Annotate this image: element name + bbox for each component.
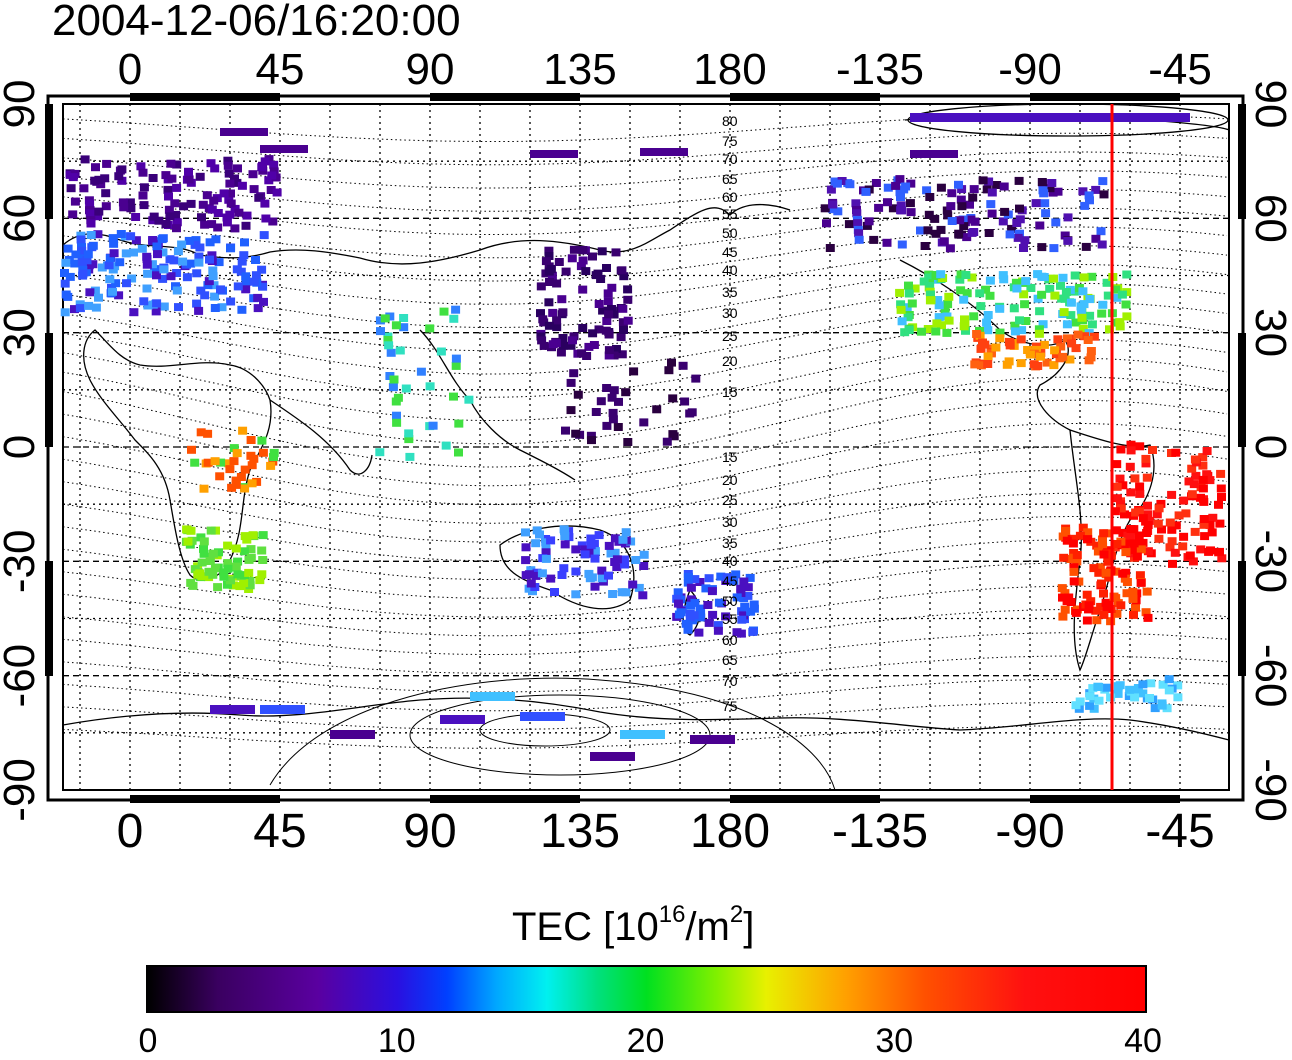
tec-data-patches xyxy=(60,113,1227,761)
colorbar-tick-label: 40 xyxy=(1124,1022,1162,1060)
colorbar-tick-label: 30 xyxy=(875,1022,914,1060)
axis-tick-label: 45 xyxy=(253,805,306,858)
map-title: 2004-12-06/16:20:00 xyxy=(52,0,461,45)
contour-label: 70 xyxy=(722,673,738,689)
colorbar-tick-label: 0 xyxy=(138,1022,158,1060)
axis-tick-label: 30 xyxy=(0,308,44,357)
contour-label: 50 xyxy=(722,593,738,609)
contour-label: 35 xyxy=(722,284,738,300)
axis-tick-label: -135 xyxy=(832,805,928,858)
axis-tick-label: -90 xyxy=(0,758,44,822)
axis-tick-label: 90 xyxy=(1246,80,1292,129)
axis-tick-label: -60 xyxy=(1246,644,1292,708)
axis-tick-label: 0 xyxy=(0,435,44,459)
graticule xyxy=(63,104,1229,790)
contour-label: 15 xyxy=(722,449,738,465)
axis-tick-label: -135 xyxy=(836,45,924,94)
contour-label: 75 xyxy=(722,133,738,149)
contour-label: 60 xyxy=(722,189,738,205)
axis-tick-label: 180 xyxy=(690,805,770,858)
colorbar-tick-label: 10 xyxy=(377,1022,416,1060)
contour-labels: 8075706560555045403530252015152025303540… xyxy=(722,113,738,714)
contour-label: 45 xyxy=(722,573,738,589)
contour-label: 20 xyxy=(722,353,738,369)
contour-label: 55 xyxy=(722,611,738,627)
contour-label: 55 xyxy=(722,206,738,222)
contour-label: 30 xyxy=(722,305,738,321)
axis-tick-label: 135 xyxy=(543,45,616,94)
axis-tick-label: -30 xyxy=(1246,530,1292,594)
axis-tick-label: 135 xyxy=(540,805,620,858)
axis-tick-label: 45 xyxy=(256,45,305,94)
contour-label: 75 xyxy=(722,698,738,714)
contour-label: 45 xyxy=(722,244,738,260)
contour-label: 35 xyxy=(722,535,738,551)
axis-tick-label: 30 xyxy=(1246,308,1292,357)
axis-tick-label: -45 xyxy=(1148,45,1212,94)
axis-tick-label: 0 xyxy=(1246,435,1292,459)
colorbar-title: TEC [1016/m2] xyxy=(512,901,755,950)
contour-label: 65 xyxy=(722,171,738,187)
contour-label: 50 xyxy=(722,225,738,241)
axis-tick-label: 60 xyxy=(1246,194,1292,243)
axis-tick-label: -90 xyxy=(995,805,1064,858)
axis-tick-label: -90 xyxy=(998,45,1062,94)
axis-tick-label: 0 xyxy=(117,805,144,858)
contour-label: 30 xyxy=(722,514,738,530)
frame-bars xyxy=(45,93,1246,803)
contour-label: 25 xyxy=(722,328,738,344)
axis-tick-label: -90 xyxy=(1246,758,1292,822)
axis-tick-label: 60 xyxy=(0,194,44,243)
contour-label: 80 xyxy=(722,113,738,129)
contour-label: 70 xyxy=(722,151,738,167)
colorbar-tick-label: 20 xyxy=(626,1022,665,1060)
contour-label: 20 xyxy=(722,472,738,488)
contour-label: 65 xyxy=(722,652,738,668)
axis-tick-label: 180 xyxy=(693,45,766,94)
axis-tick-label: 90 xyxy=(406,45,455,94)
contour-label: 40 xyxy=(722,262,738,278)
axis-tick-label: -60 xyxy=(0,644,44,708)
axis-tick-label: 90 xyxy=(403,805,456,858)
contour-label: 60 xyxy=(722,632,738,648)
axis-tick-label: 90 xyxy=(0,80,44,129)
tec-map: 8075706560555045403530252015152025303540… xyxy=(0,45,1292,858)
axis-tick-label: -30 xyxy=(0,530,44,594)
contour-label: 15 xyxy=(722,384,738,400)
contour-label: 40 xyxy=(722,553,738,569)
contour-label: 25 xyxy=(722,492,738,508)
colorbar xyxy=(146,965,1147,1013)
axis-tick-label: 0 xyxy=(118,45,142,94)
axis-tick-label: -45 xyxy=(1145,805,1214,858)
